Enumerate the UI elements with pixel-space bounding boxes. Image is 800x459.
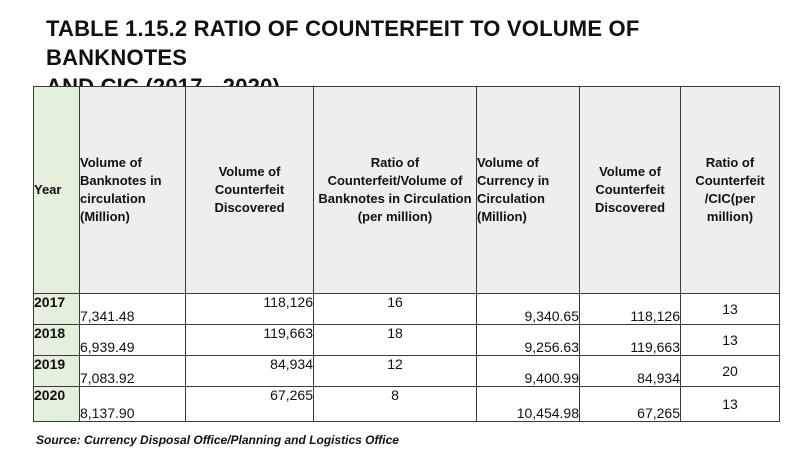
cell-year: 2018 [33, 324, 80, 356]
cell-ratio-cic: 13 [680, 386, 780, 422]
cell-volume-currency: 9,400.99 [476, 355, 580, 387]
cell-ratio-cic: 20 [680, 355, 780, 387]
cell-volume-counterfeit-cic: 67,265 [579, 386, 681, 422]
cell-ratio-cic: 13 [680, 324, 780, 356]
cell-year: 2017 [33, 293, 80, 325]
cell-volume-currency: 9,256.63 [476, 324, 580, 356]
header-year: Year [33, 86, 80, 294]
cell-volume-counterfeit-banknotes: 67,265 [185, 386, 314, 422]
header-volume-counterfeit-banknotes: Volume of Counterfeit Discovered [185, 86, 314, 294]
table-row: 2020 8,137.90 67,265 8 10,454.98 67,265 … [33, 386, 780, 422]
cell-volume-banknotes: 7,083.92 [79, 355, 186, 387]
header-ratio-banknotes: Ratio of Counterfeit/Volume of Banknotes… [313, 86, 477, 294]
cell-ratio-banknotes: 8 [313, 386, 477, 422]
cell-volume-counterfeit-cic: 119,663 [579, 324, 681, 356]
cell-volume-banknotes: 7,341.48 [79, 293, 186, 325]
table-row: 2018 6,939.49 119,663 18 9,256.63 119,66… [33, 324, 780, 356]
header-row: Year Volume of Banknotes in circulation … [33, 86, 780, 294]
cell-ratio-banknotes: 18 [313, 324, 477, 356]
cell-volume-counterfeit-cic: 118,126 [579, 293, 681, 325]
counterfeit-ratio-table: Year Volume of Banknotes in circulation … [33, 86, 780, 422]
source-note: Source: Currency Disposal Office/Plannin… [36, 433, 399, 447]
cell-volume-currency: 9,340.65 [476, 293, 580, 325]
header-volume-banknotes: Volume of Banknotes in circulation (Mill… [79, 86, 186, 294]
cell-volume-banknotes: 8,137.90 [79, 386, 186, 422]
cell-volume-currency: 10,454.98 [476, 386, 580, 422]
header-volume-counterfeit-cic: Volume of Counterfeit Discovered [579, 86, 681, 294]
cell-volume-banknotes: 6,939.49 [79, 324, 186, 356]
cell-year: 2020 [33, 386, 80, 422]
cell-volume-counterfeit-cic: 84,934 [579, 355, 681, 387]
cell-ratio-banknotes: 16 [313, 293, 477, 325]
cell-ratio-cic: 13 [680, 293, 780, 325]
cell-volume-counterfeit-banknotes: 84,934 [185, 355, 314, 387]
cell-year: 2019 [33, 355, 80, 387]
header-volume-currency: Volume of Currency in Circulation (Milli… [476, 86, 580, 294]
cell-ratio-banknotes: 12 [313, 355, 477, 387]
header-ratio-cic: Ratio of Counterfeit /CIC(per million) [680, 86, 780, 294]
table-row: 2017 7,341.48 118,126 16 9,340.65 118,12… [33, 293, 780, 325]
table-row: 2019 7,083.92 84,934 12 9,400.99 84,934 … [33, 355, 780, 387]
cell-volume-counterfeit-banknotes: 118,126 [185, 293, 314, 325]
cell-volume-counterfeit-banknotes: 119,663 [185, 324, 314, 356]
